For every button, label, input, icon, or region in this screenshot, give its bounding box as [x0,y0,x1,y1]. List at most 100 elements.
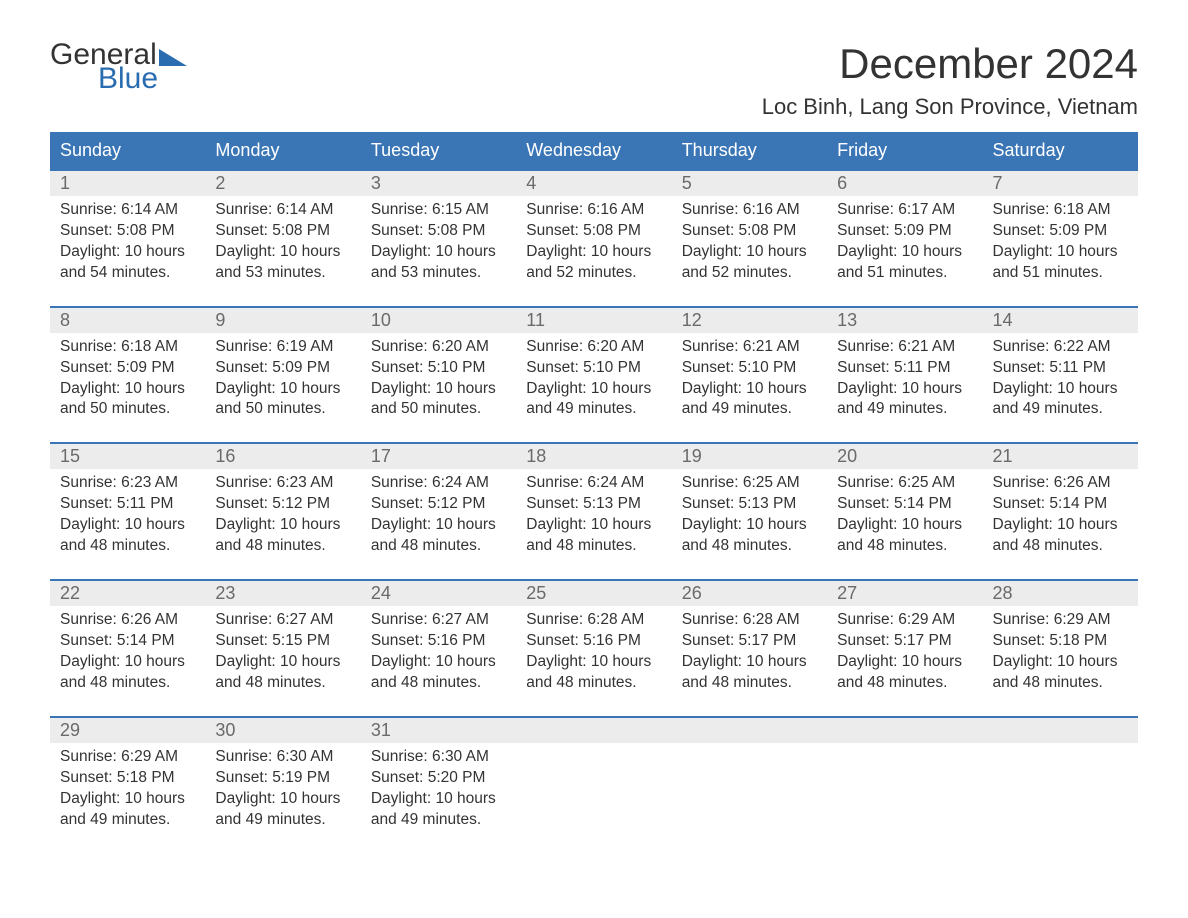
week-body-row: Sunrise: 6:26 AMSunset: 5:14 PMDaylight:… [50,606,1138,694]
day-cell: Sunrise: 6:14 AMSunset: 5:08 PMDaylight:… [50,196,205,284]
day-number: 31 [361,718,516,743]
sunrise-text: Sunrise: 6:14 AM [60,200,195,221]
sunset-text: Sunset: 5:08 PM [215,221,350,242]
sunset-text: Sunset: 5:20 PM [371,768,506,789]
week-body-row: Sunrise: 6:23 AMSunset: 5:11 PMDaylight:… [50,469,1138,557]
daylight-text: and 48 minutes. [682,536,817,557]
daylight-text: and 48 minutes. [837,536,972,557]
daylight-text: Daylight: 10 hours [371,652,506,673]
sunrise-text: Sunrise: 6:20 AM [371,337,506,358]
logo: General Blue [50,40,187,94]
month-title: December 2024 [762,40,1138,88]
day-number [672,718,827,743]
daylight-text: and 49 minutes. [371,810,506,831]
sunset-text: Sunset: 5:17 PM [837,631,972,652]
sunrise-text: Sunrise: 6:27 AM [371,610,506,631]
week-body-row: Sunrise: 6:29 AMSunset: 5:18 PM Daylight:… [50,743,1138,831]
day-number: 5 [672,171,827,196]
daylight-text: and 51 minutes. [837,263,972,284]
daylight-text: Daylight: 10 hours [993,379,1128,400]
sunrise-text: Sunrise: 6:20 AM [526,337,661,358]
week-row: 891011121314Sunrise: 6:18 AMSunset: 5:09… [50,306,1138,421]
logo-word2: Blue [98,64,187,94]
daylight-text: Daylight: 10 hours [682,242,817,263]
sunset-text: Sunset: 5:08 PM [371,221,506,242]
sunset-text: Sunset: 5:08 PM [60,221,195,242]
daylight-text: Daylight: 10 hours [215,379,350,400]
sunset-text: Sunset: 5:10 PM [371,358,506,379]
daylight-text: Daylight: 10 hours [215,789,350,810]
day-cell: Sunrise: 6:28 AMSunset: 5:16 PMDaylight:… [516,606,671,694]
day-header-row: Sunday Monday Tuesday Wednesday Thursday… [50,132,1138,169]
daylight-text: and 51 minutes. [993,263,1128,284]
sunrise-text: Sunrise: 6:28 AM [682,610,817,631]
day-number: 30 [205,718,360,743]
day-cell [983,743,1138,831]
day-cell: Sunrise: 6:16 AMSunset: 5:08 PMDaylight:… [516,196,671,284]
day-number: 13 [827,308,982,333]
logo-triangle-icon [159,46,187,66]
daylight-text: and 48 minutes. [837,673,972,694]
daylight-text: and 48 minutes. [526,673,661,694]
daylight-text: Daylight: 10 hours [682,379,817,400]
daylight-text: and 50 minutes. [215,399,350,420]
daylight-text: and 53 minutes. [371,263,506,284]
calendar-table: Sunday Monday Tuesday Wednesday Thursday… [50,132,1138,830]
week-number-row: 1234567 [50,169,1138,196]
day-header-wednesday: Wednesday [516,132,671,169]
day-number: 18 [516,444,671,469]
sunset-text: Sunset: 5:17 PM [682,631,817,652]
day-cell: Sunrise: 6:21 AMSunset: 5:10 PMDaylight:… [672,333,827,421]
daylight-text: Daylight: 10 hours [60,515,195,536]
daylight-text: Daylight: 10 hours [837,379,972,400]
sunset-text: Sunset: 5:18 PM [993,631,1128,652]
sunrise-text: Sunrise: 6:14 AM [215,200,350,221]
day-number: 17 [361,444,516,469]
daylight-text: and 49 minutes. [993,399,1128,420]
day-number [983,718,1138,743]
daylight-text: and 52 minutes. [682,263,817,284]
sunrise-text: Sunrise: 6:28 AM [526,610,661,631]
day-number: 3 [361,171,516,196]
week-row: 293031Sunrise: 6:29 AMSunset: 5:18 PMDay… [50,716,1138,831]
sunset-text: Sunset: 5:11 PM [993,358,1128,379]
week-row: 22232425262728Sunrise: 6:26 AMSunset: 5:… [50,579,1138,694]
day-number: 25 [516,581,671,606]
day-number: 6 [827,171,982,196]
day-cell: Sunrise: 6:27 AMSunset: 5:16 PMDaylight:… [361,606,516,694]
daylight-text: Daylight: 10 hours [371,789,506,810]
daylight-text: Daylight: 10 hours [215,652,350,673]
day-cell: Sunrise: 6:25 AMSunset: 5:13 PMDaylight:… [672,469,827,557]
daylight-text: Daylight: 10 hours [371,515,506,536]
day-header-saturday: Saturday [983,132,1138,169]
sunset-text: Sunset: 5:09 PM [60,358,195,379]
page-header: General Blue December 2024 Loc Binh, Lan… [50,40,1138,120]
day-header-sunday: Sunday [50,132,205,169]
daylight-text: and 49 minutes. [682,399,817,420]
sunrise-text: Sunrise: 6:18 AM [60,337,195,358]
daylight-text: Daylight: 10 hours [60,379,195,400]
day-cell: Sunrise: 6:30 AMSunset: 5:20 PMDaylight:… [361,743,516,831]
daylight-text: and 54 minutes. [60,263,195,284]
sunrise-text: Sunrise: 6:15 AM [371,200,506,221]
sunrise-text: Sunrise: 6:24 AM [371,473,506,494]
day-cell: Sunrise: 6:16 AMSunset: 5:08 PMDaylight:… [672,196,827,284]
week-body-row: Sunrise: 6:18 AMSunset: 5:09 PMDaylight:… [50,333,1138,421]
sunrise-text: Sunrise: 6:29 AM [993,610,1128,631]
day-number [827,718,982,743]
day-number: 4 [516,171,671,196]
sunrise-text: Sunrise: 6:26 AM [60,610,195,631]
day-number [516,718,671,743]
daylight-text: Daylight: 10 hours [682,652,817,673]
sunset-text: Sunset: 5:08 PM [526,221,661,242]
sunrise-text: Sunrise: 6:18 AM [993,200,1128,221]
day-number: 23 [205,581,360,606]
sunset-text: Sunset: 5:13 PM [682,494,817,515]
daylight-text: and 48 minutes. [60,536,195,557]
day-number: 22 [50,581,205,606]
day-cell [516,743,671,831]
sunrise-text: Sunrise: 6:29 AM [60,747,195,768]
sunset-text: Sunset: 5:18 PM [60,768,195,789]
sunrise-text: Sunrise: 6:27 AM [215,610,350,631]
day-cell: Sunrise: 6:20 AMSunset: 5:10 PMDaylight:… [361,333,516,421]
